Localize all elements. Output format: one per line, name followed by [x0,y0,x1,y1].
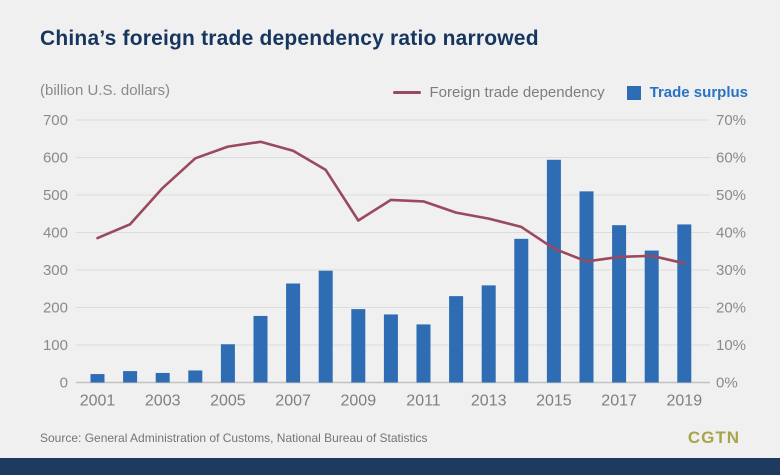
x-axis-year-label: 2005 [210,393,246,410]
legend-bar-label: Trade surplus [649,84,748,101]
bar-2013 [481,285,496,383]
left-axis-tick-label: 700 [43,112,68,129]
bar-2006 [253,315,268,383]
chart-legend: Foreign trade dependency Trade surplus [392,84,748,101]
legend-item-trade-surplus: Trade surplus [626,84,748,101]
x-axis-year-label: 2013 [471,393,507,410]
x-axis-year-label: 2019 [667,393,703,410]
bar-2005 [220,344,235,383]
right-axis-tick-label: 10% [716,337,746,354]
bar-series-swatch [626,85,641,100]
foreign-trade-dependency-line [96,140,686,265]
right-axis-tick-label: 0% [716,375,738,392]
left-axis-tick-label: 100 [43,337,68,354]
bar-2010 [383,314,398,383]
left-axis-tick-label: 200 [43,300,68,317]
x-axis-year-label: 2009 [341,393,377,410]
page-title: China’s foreign trade dependency ratio n… [40,27,539,50]
left-axis-units-label: (billion U.S. dollars) [40,82,171,99]
legend-line-label: Foreign trade dependency [429,84,605,101]
cgtn-logo: CGTN [687,428,740,447]
bar-2019 [677,224,692,383]
trade-chart: 0 0% 100 10% 200 20% 300 30% 400 40% 500 50% 600 60% 7… [43,112,746,410]
right-axis-tick-label: 70% [716,112,746,129]
left-axis-tick-label: 400 [43,225,68,242]
right-axis-tick-label: 20% [716,300,746,317]
x-axis-year-label: 2015 [536,393,572,410]
left-axis-tick-label: 500 [43,187,68,204]
bar-2004 [188,370,203,383]
legend-item-foreign-trade-dependency: Foreign trade dependency [392,84,605,101]
bar-2018 [644,250,659,383]
footer-bar [0,458,780,475]
left-axis-tick-label: 600 [43,150,68,167]
left-axis-tick-label: 300 [43,262,68,279]
x-axis-year-label: 2011 [406,393,441,410]
bar-2008 [318,270,333,383]
x-axis-year-label: 2003 [145,393,181,410]
bar-2001 [90,374,105,383]
right-axis-tick-label: 40% [716,225,746,242]
bar-2007 [286,283,301,383]
bar-2011 [416,324,431,383]
right-axis-tick-label: 60% [716,150,746,167]
bar-2015 [546,159,561,383]
bar-2009 [351,309,366,383]
bar-2003 [155,372,170,383]
x-axis-year-label: 2001 [80,393,116,410]
right-axis-tick-label: 30% [716,262,746,279]
bar-2016 [579,191,594,383]
bar-2012 [449,296,464,383]
right-axis-tick-label: 50% [716,187,746,204]
left-axis-tick-label: 0 [60,375,68,392]
line-series-swatch [392,91,421,94]
x-axis-year-label: 2017 [601,393,637,410]
x-axis-year-label: 2007 [275,393,311,410]
bar-2002 [123,371,138,383]
source-attribution: Source: General Administration of Custom… [40,431,428,445]
bar-2014 [514,238,529,383]
bar-2017 [612,225,627,383]
